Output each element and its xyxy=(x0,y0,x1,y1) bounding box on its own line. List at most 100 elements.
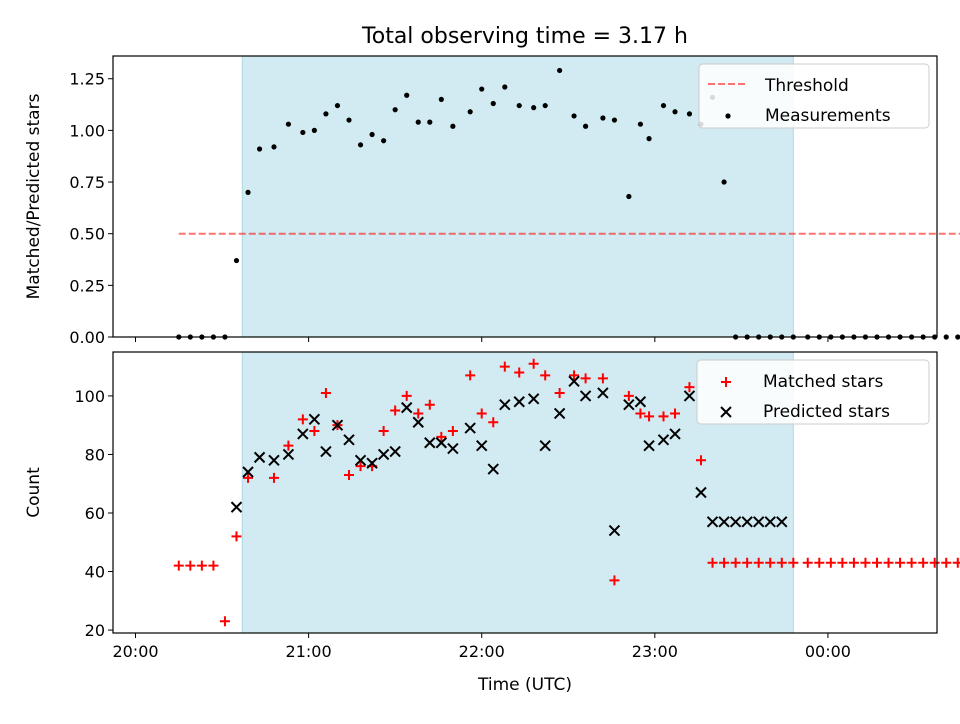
predicted-star-point xyxy=(242,466,254,478)
matched-star-point xyxy=(776,557,787,568)
predicted-star-point xyxy=(320,445,332,458)
measurement-point xyxy=(637,121,644,127)
predicted-star-point xyxy=(579,390,592,402)
predicted-star-point xyxy=(366,457,378,469)
matched-star-point xyxy=(848,557,859,568)
predicted-star-point xyxy=(669,428,681,440)
matched-star-point xyxy=(436,431,447,442)
predicted-star-point xyxy=(412,416,424,428)
predicted-star-point xyxy=(513,396,525,408)
predicted-star-point xyxy=(476,439,488,452)
measurement-point xyxy=(233,257,240,264)
legend-matched-swatch xyxy=(721,377,731,387)
matched-star-point xyxy=(635,408,646,419)
matched-star-point xyxy=(173,560,184,571)
matched-star-point xyxy=(413,408,424,419)
predicted-star-point xyxy=(683,390,696,402)
measurement-point xyxy=(369,131,375,138)
measurement-point xyxy=(646,136,652,142)
predicted-star-point xyxy=(389,445,401,458)
predicted-star-point xyxy=(435,437,448,449)
matched-star-point xyxy=(488,417,499,428)
predicted-star-point xyxy=(764,516,776,528)
predicted-star-point xyxy=(623,398,635,411)
predicted-star-point xyxy=(331,419,344,431)
matched-star-point xyxy=(825,557,836,568)
measurement-point xyxy=(381,138,387,144)
measurement-point xyxy=(285,121,292,127)
predicted-star-point xyxy=(499,398,511,411)
bottom-legend-box xyxy=(696,359,930,425)
bottom-panel-counts: 2040608010020:0021:0022:0023:0000:0001:0… xyxy=(24,351,960,695)
predicted-star-point xyxy=(487,463,499,475)
top-legend-box xyxy=(698,63,930,129)
measurement-point xyxy=(571,113,577,119)
measurement-point xyxy=(542,102,548,109)
matched-star-point xyxy=(742,557,753,568)
bottom-y-axis-label: Count xyxy=(24,467,44,518)
predicted-star-point xyxy=(253,451,266,464)
predicted-star-point xyxy=(297,428,309,440)
x-axis-label: Time (UTC) xyxy=(477,675,572,695)
matched-star-point xyxy=(860,557,871,568)
matched-star-point xyxy=(355,461,366,472)
measurement-point xyxy=(245,189,251,195)
measurement-point xyxy=(438,96,444,102)
measurement-point xyxy=(311,127,317,133)
measurement-point xyxy=(721,179,727,185)
legend-measurements-swatch xyxy=(725,113,731,119)
matched-star-point xyxy=(788,557,799,568)
top-ytick-label: 0.00 xyxy=(69,328,105,347)
predicted-star-point xyxy=(553,407,566,420)
measurement-point xyxy=(672,109,678,115)
matched-star-point xyxy=(871,557,882,568)
matched-star-point xyxy=(609,575,620,586)
measurement-point xyxy=(660,102,667,109)
predicted-star-point xyxy=(268,454,280,467)
top-panel-ratio: 0.00 0.25 0.50 0.75 1.00 1.25 Matched/Predicte… xyxy=(24,55,960,347)
matched-star-point xyxy=(401,390,412,401)
predicted-star-point xyxy=(308,413,321,426)
matched-star-point xyxy=(895,557,906,568)
top-ytick-label: 1.00 xyxy=(69,121,105,140)
top-ytick-label: 0.75 xyxy=(69,173,105,192)
matched-star-point xyxy=(378,426,389,437)
predicted-star-point xyxy=(343,434,355,446)
xtick-label: 00:00 xyxy=(805,642,851,661)
predicted-star-point xyxy=(695,486,707,499)
top-y-axis-label: Matched/Predicted stars xyxy=(24,93,44,299)
matched-star-point xyxy=(219,616,230,627)
predicted-star-point xyxy=(447,442,459,455)
matched-star-point xyxy=(208,560,219,571)
matched-star-point xyxy=(644,411,655,422)
matched-star-point xyxy=(670,408,681,419)
bottom-ytick-label: 100 xyxy=(74,387,105,406)
matched-star-point xyxy=(320,387,331,398)
predicted-star-point xyxy=(230,501,243,513)
xtick-label: 23:00 xyxy=(632,642,678,661)
top-ytick-label: 1.25 xyxy=(69,70,105,89)
matched-star-point xyxy=(185,560,196,571)
matched-star-point xyxy=(569,370,580,381)
predicted-star-point xyxy=(718,516,730,528)
measurement-point xyxy=(467,109,473,115)
matched-star-point xyxy=(918,557,929,568)
matched-star-point xyxy=(753,557,764,568)
matched-star-point xyxy=(597,373,608,384)
predicted-star-point xyxy=(527,393,540,405)
matched-star-point xyxy=(580,373,591,384)
matched-star-point xyxy=(268,472,279,483)
matched-star-point xyxy=(283,440,294,451)
measurement-point xyxy=(943,334,949,340)
matched-star-point xyxy=(243,472,254,483)
predicted-star-point xyxy=(634,396,647,408)
chart-title: Total observing time = 3.17 h xyxy=(361,24,688,49)
matched-star-point xyxy=(719,557,730,568)
predicted-star-point xyxy=(597,387,609,399)
bottom-ytick-label: 20 xyxy=(85,621,105,640)
measurement-point xyxy=(427,119,433,125)
matched-star-point xyxy=(802,557,813,568)
matched-star-point xyxy=(814,557,825,568)
matched-star-point xyxy=(623,390,634,401)
